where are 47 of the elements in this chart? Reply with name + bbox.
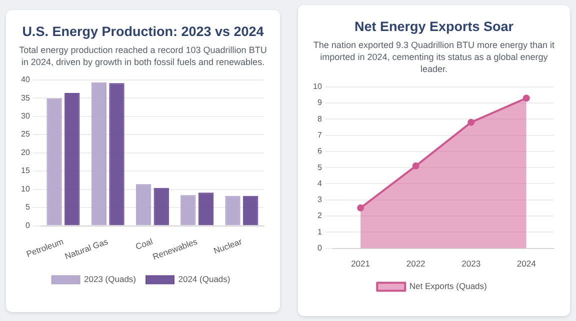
bar bbox=[225, 196, 240, 226]
y-tick-label: 8 bbox=[317, 114, 322, 124]
y-tick-label: 7 bbox=[317, 130, 322, 140]
y-tick-label: 10 bbox=[20, 184, 30, 194]
x-tick-label: 2021 bbox=[351, 258, 370, 269]
bar bbox=[64, 92, 80, 226]
y-tick-label: 9 bbox=[317, 98, 322, 108]
bar bbox=[91, 82, 106, 226]
y-tick-label: 2 bbox=[317, 211, 322, 220]
y-tick-label: 30 bbox=[20, 112, 30, 120]
y-tick-label: 0 bbox=[317, 244, 322, 253]
y-tick-label: 35 bbox=[20, 93, 30, 102]
legend-label: Net Exports (Quads) bbox=[409, 281, 488, 292]
y-tick-label: 5 bbox=[25, 202, 30, 212]
point bbox=[412, 162, 420, 170]
x-tick-label: 2022 bbox=[406, 258, 426, 269]
y-tick-label: 6 bbox=[317, 146, 322, 156]
y-tick-label: 3 bbox=[317, 195, 322, 204]
point bbox=[522, 94, 530, 102]
y-tick-label: 5 bbox=[317, 162, 322, 172]
bar bbox=[46, 98, 62, 226]
legend-label: 2024 (Quads) bbox=[178, 274, 230, 284]
y-tick-label: 40 bbox=[20, 75, 30, 84]
bar bbox=[180, 195, 196, 226]
point bbox=[468, 118, 475, 126]
bar bbox=[154, 188, 169, 226]
chart-subtitle: The nation exported 9.3 Quadrillion BTU more energy than it imported in 2024, cementing its status as a global energy leader. bbox=[312, 39, 556, 75]
x-tick-label: Nuclear bbox=[212, 236, 244, 256]
x-tick-label: 2024 bbox=[516, 258, 536, 269]
y-tick-label: 1 bbox=[317, 227, 322, 236]
bar bbox=[198, 192, 214, 226]
bar bbox=[243, 196, 258, 226]
y-tick-label: 15 bbox=[20, 166, 30, 176]
point bbox=[357, 204, 364, 212]
bar bbox=[136, 184, 152, 226]
chart-subtitle: Total energy production reached a record 103 Quadrillion BTU in 2024, driven by growth in both fossil fuels and renewables. bbox=[18, 44, 268, 68]
chart-title: Net Energy Exports Soar bbox=[353, 19, 515, 34]
y-tick-label: 20 bbox=[20, 148, 30, 157]
legend-label: 2023 (Quads) bbox=[84, 274, 136, 284]
bar bbox=[109, 83, 124, 226]
chart-title: U.S. Energy Production: 2023 vs 2024 bbox=[21, 24, 265, 39]
y-tick-label: 0 bbox=[25, 220, 30, 230]
x-tick-label: 2023 bbox=[462, 258, 481, 269]
y-tick-label: 4 bbox=[317, 178, 322, 188]
y-tick-label: 25 bbox=[20, 130, 30, 139]
x-tick-label: Coal bbox=[134, 236, 154, 252]
y-tick-label: 10 bbox=[312, 82, 322, 92]
